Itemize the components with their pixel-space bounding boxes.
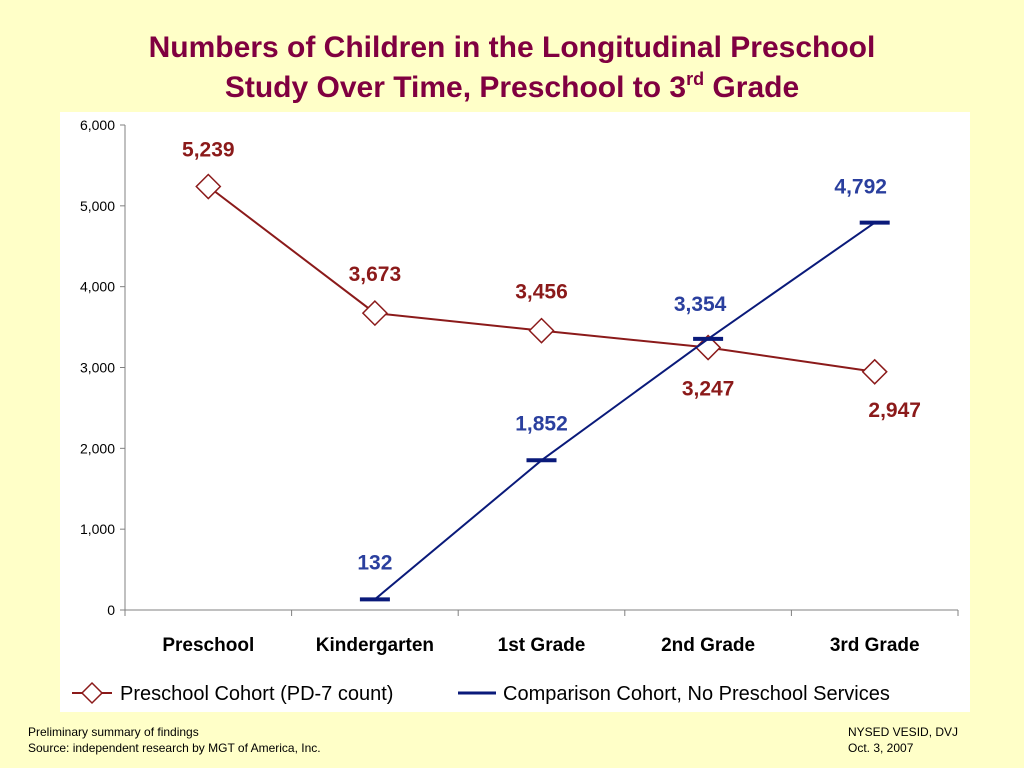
y-tick-label: 2,000: [80, 440, 115, 456]
footer-author: NYSED VESID, DVJ: [848, 725, 959, 739]
y-tick-label: 0: [107, 602, 115, 618]
x-tick-label: 3rd Grade: [830, 635, 920, 656]
y-tick-label: 3,000: [80, 360, 115, 376]
series-line-comparison-cohort: [374, 221, 876, 601]
y-tick-label: 4,000: [80, 279, 115, 295]
footer-note: Preliminary summary of findings: [28, 725, 199, 739]
y-tick-label: 1,000: [80, 521, 115, 537]
series-line-preschool-cohort: [207, 185, 875, 373]
data-label: 132: [357, 551, 392, 574]
data-point-marker: [861, 358, 888, 385]
data-label: 3,247: [682, 378, 735, 401]
data-point-marker: [528, 317, 555, 344]
x-tick-label: 1st Grade: [498, 635, 586, 656]
data-label: 3,673: [349, 263, 402, 286]
legend-marker-preschool-cohort: [80, 681, 104, 705]
title-line-2: Study Over Time, Preschool to 3rd Grade: [224, 69, 800, 104]
x-tick-label: 2nd Grade: [661, 635, 755, 656]
data-label: 4,792: [834, 176, 887, 199]
data-label: 3,354: [674, 293, 727, 316]
title-line-1: Numbers of Children in the Longitudinal …: [148, 31, 876, 64]
footer-left: Preliminary summary of findings Source: …: [28, 724, 321, 756]
data-point-marker: [195, 173, 222, 200]
x-tick-label: Kindergarten: [316, 635, 434, 656]
data-label: 5,239: [182, 139, 235, 162]
legend-label-comparison-cohort: Comparison Cohort, No Preschool Services: [503, 683, 890, 705]
y-tick-label: 6,000: [80, 117, 115, 133]
chart-area: [60, 112, 970, 712]
chart-title: Numbers of Children in the Longitudinal …: [0, 28, 1024, 108]
footer-date: Oct. 3, 2007: [848, 741, 914, 755]
data-point-marker: [361, 300, 388, 327]
footer-source: Source: independent research by MGT of A…: [28, 741, 321, 755]
y-tick-label: 5,000: [80, 198, 115, 214]
data-label: 3,456: [515, 281, 568, 304]
legend-label-preschool-cohort: Preschool Cohort (PD-7 count): [120, 683, 393, 705]
data-label: 2,947: [868, 399, 921, 422]
data-label: 1,852: [515, 412, 568, 435]
footer-right: NYSED VESID, DVJ Oct. 3, 2007: [848, 724, 958, 756]
x-tick-label: Preschool: [162, 635, 254, 656]
